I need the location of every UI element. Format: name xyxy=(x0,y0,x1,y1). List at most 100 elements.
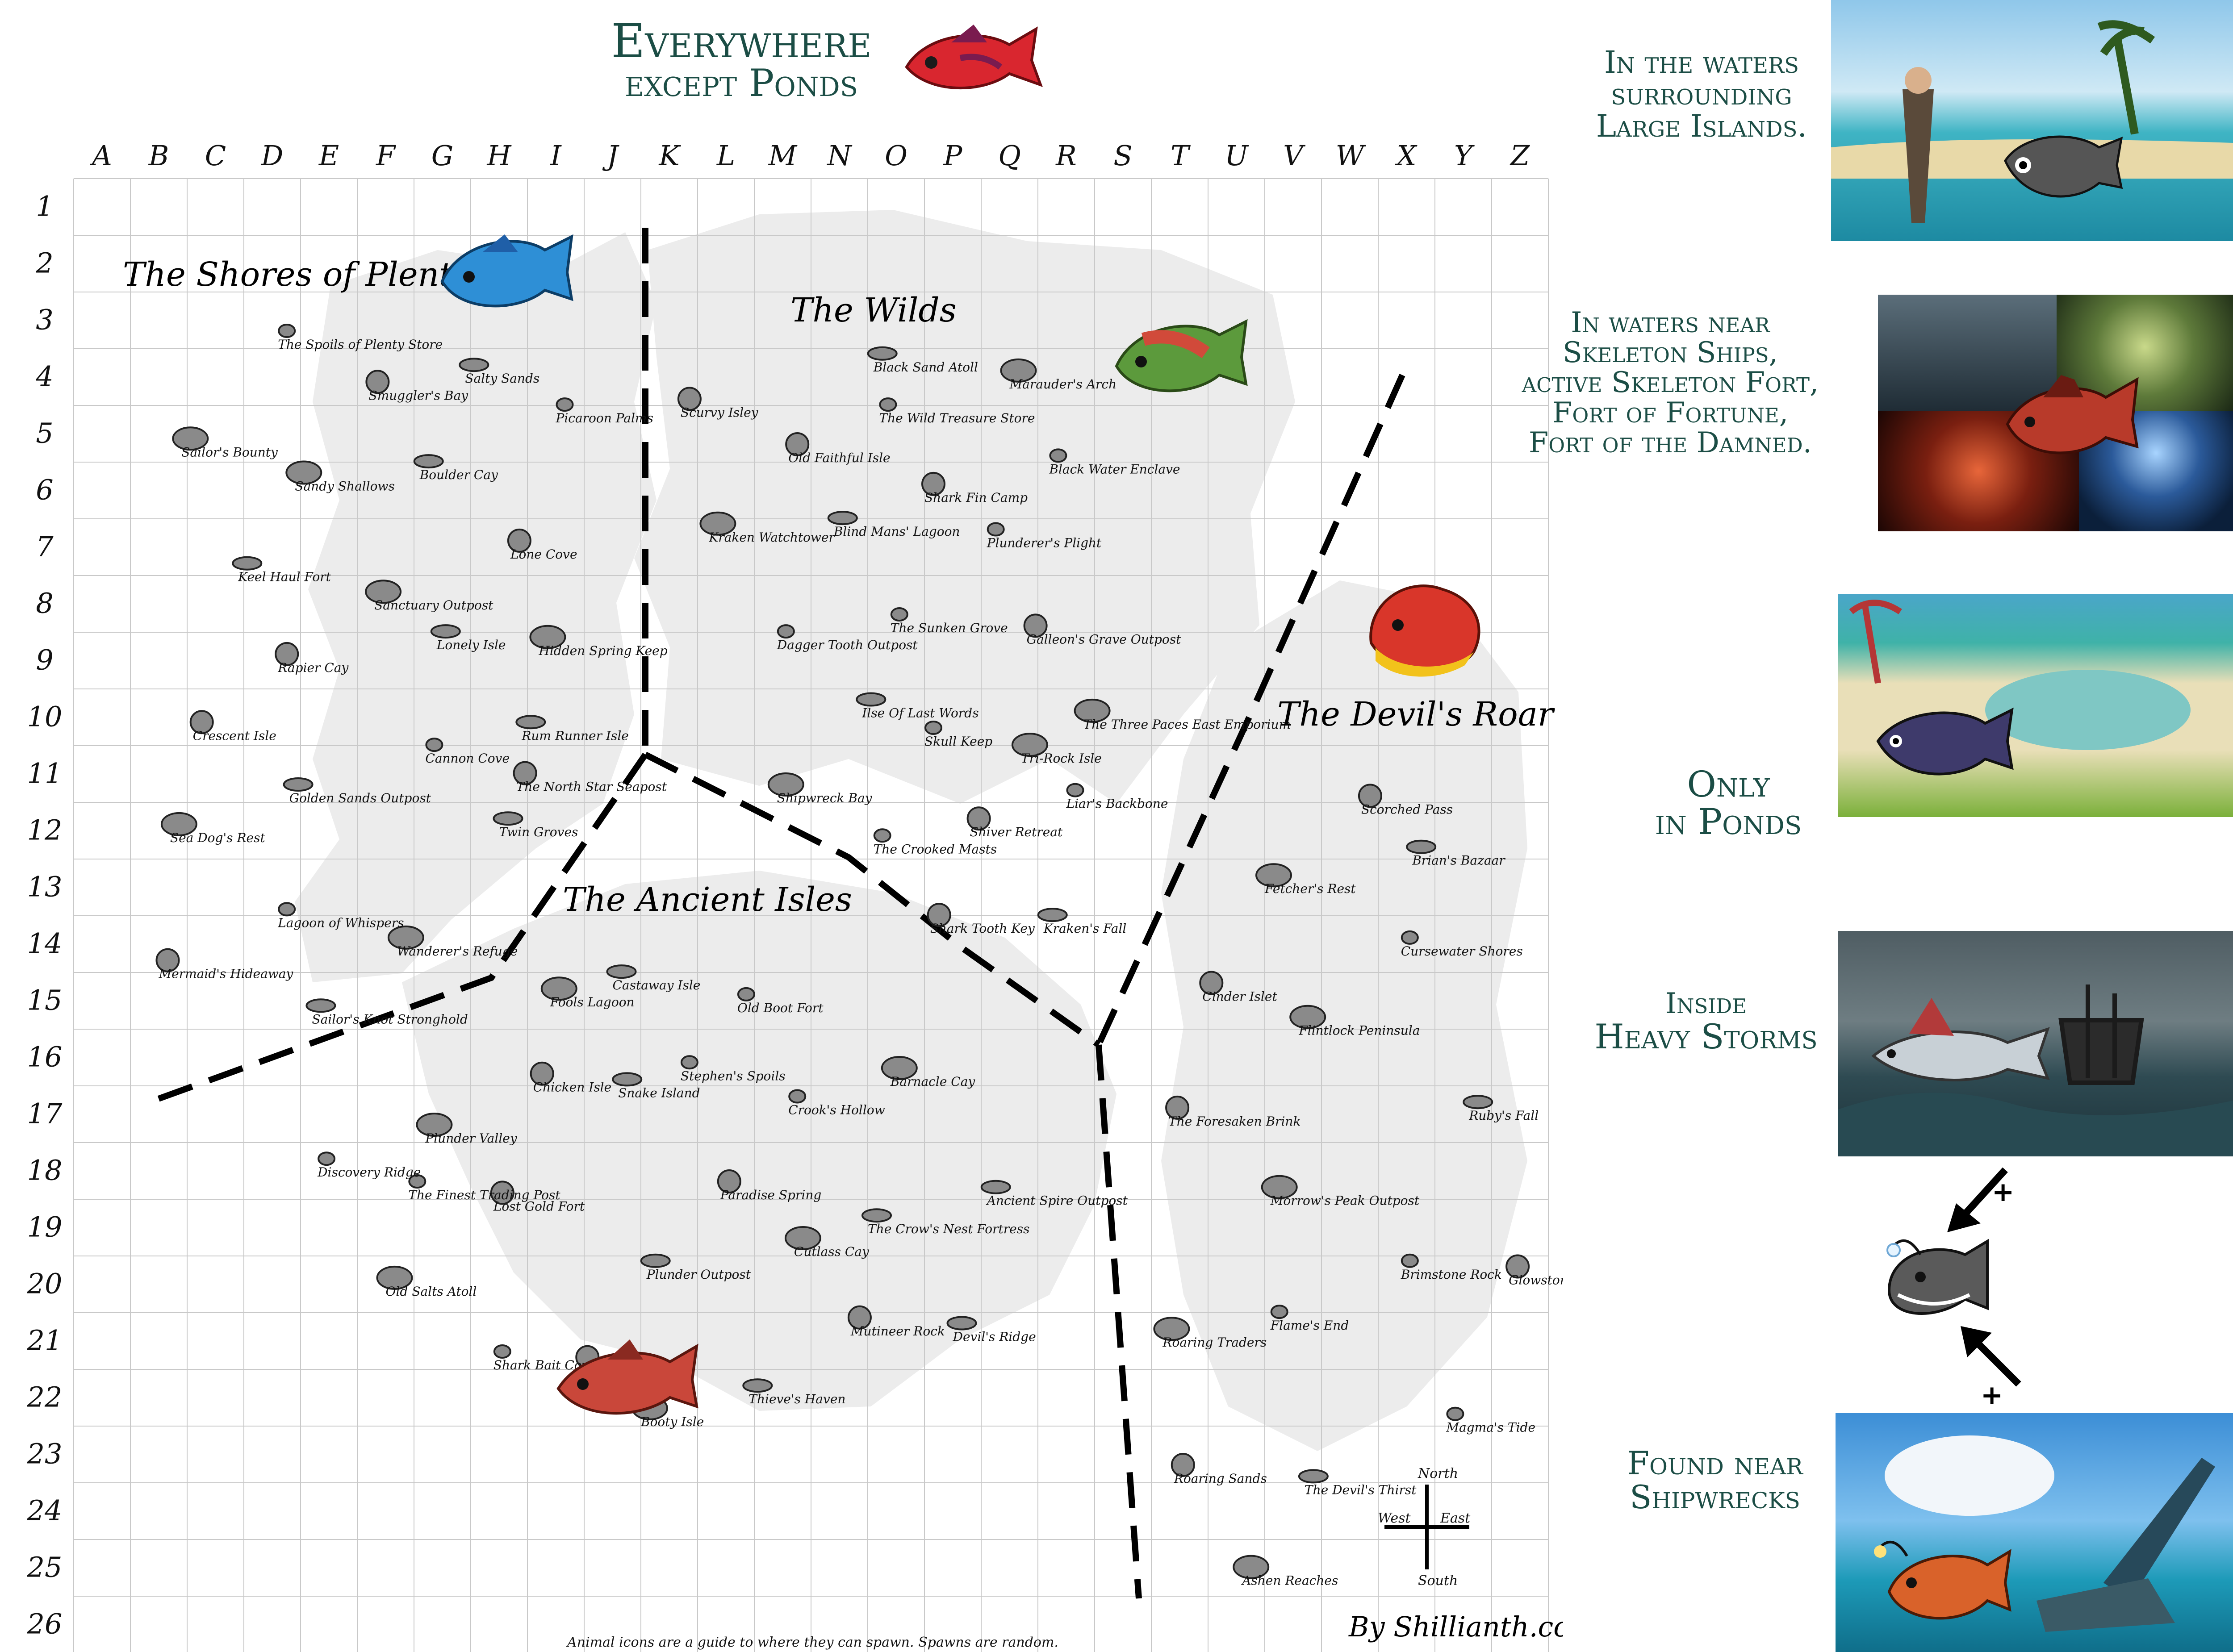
island-marker[interactable] xyxy=(1401,930,1419,945)
island-marker[interactable] xyxy=(717,1169,741,1193)
location-label[interactable]: Crescent Isle xyxy=(193,728,276,743)
location-label[interactable]: Sanctuary Outpost xyxy=(374,598,493,613)
location-label[interactable]: The Three Paces East Emporium xyxy=(1083,717,1291,732)
location-label[interactable]: Old Boot Fort xyxy=(737,1001,824,1015)
island-marker[interactable] xyxy=(1171,1453,1195,1477)
island-marker[interactable] xyxy=(172,426,209,451)
location-label[interactable]: Keel Haul Fort xyxy=(238,570,331,584)
location-label[interactable]: Picaroon Palms xyxy=(556,411,653,426)
location-label[interactable]: Hidden Spring Keep xyxy=(538,643,667,658)
location-label[interactable]: Discovery Ridge xyxy=(317,1165,421,1180)
island-marker[interactable] xyxy=(1358,784,1382,808)
location-label[interactable]: Skull Keep xyxy=(924,734,992,749)
island-marker[interactable] xyxy=(873,828,891,843)
location-label[interactable]: Twin Groves xyxy=(499,825,578,839)
location-label[interactable]: Golden Sands Outpost xyxy=(289,791,431,805)
location-label[interactable]: Stephen's Spoils xyxy=(681,1068,786,1083)
island-marker[interactable] xyxy=(1505,1254,1530,1279)
island-marker[interactable] xyxy=(946,1316,977,1331)
island-marker[interactable] xyxy=(881,1056,918,1080)
island-marker[interactable] xyxy=(318,1151,336,1166)
location-label[interactable]: Shark Tooth Key xyxy=(930,921,1035,936)
island-marker[interactable] xyxy=(847,1305,872,1330)
location-label[interactable]: Glowstone Cay xyxy=(1509,1273,1563,1288)
island-marker[interactable] xyxy=(408,1174,427,1189)
location-label[interactable]: Fetcher's Rest xyxy=(1264,881,1356,896)
island-marker[interactable] xyxy=(640,1253,671,1268)
location-label[interactable]: Sandy Shallows xyxy=(295,479,395,494)
island-marker[interactable] xyxy=(513,761,537,785)
island-marker[interactable] xyxy=(987,522,1005,537)
location-label[interactable]: The Sunken Grove xyxy=(891,621,1008,635)
island-marker[interactable] xyxy=(387,925,424,950)
location-label[interactable]: Brian's Bazaar xyxy=(1412,853,1505,868)
island-marker[interactable] xyxy=(413,454,444,469)
island-marker[interactable] xyxy=(879,397,897,412)
island-marker[interactable] xyxy=(507,528,531,553)
island-marker[interactable] xyxy=(1255,863,1292,888)
island-marker[interactable] xyxy=(924,721,942,735)
island-marker[interactable] xyxy=(416,1113,453,1137)
island-marker[interactable] xyxy=(515,715,546,730)
location-label[interactable]: Lone Cove xyxy=(510,547,577,562)
location-label[interactable]: Rum Runner Isle xyxy=(521,728,629,743)
island-marker[interactable] xyxy=(459,358,489,372)
island-marker[interactable] xyxy=(1023,613,1048,638)
location-label[interactable]: Scorched Pass xyxy=(1361,802,1453,817)
location-label[interactable]: Lagoon of Whispers xyxy=(277,915,404,930)
location-label[interactable]: Fools Lagoon xyxy=(550,995,635,1010)
location-label[interactable]: The Devil's Thirst xyxy=(1305,1482,1417,1497)
location-label[interactable]: Magma's Tide xyxy=(1446,1420,1535,1435)
location-label[interactable]: The Spoils of Plenty Store xyxy=(278,337,443,352)
location-label[interactable]: The Crow's Nest Fortress xyxy=(868,1222,1029,1236)
island-marker[interactable] xyxy=(189,710,214,734)
island-marker[interactable] xyxy=(278,902,296,917)
island-marker[interactable] xyxy=(677,387,702,411)
location-label[interactable]: Kraken Watchtower xyxy=(708,530,835,545)
island-marker[interactable] xyxy=(1401,1253,1419,1268)
island-marker[interactable] xyxy=(1406,839,1437,854)
location-label[interactable]: Rapier Cay xyxy=(277,660,349,675)
location-label[interactable]: Paradise Spring xyxy=(720,1188,821,1202)
location-label[interactable]: Sailor's Bounty xyxy=(181,445,278,459)
location-label[interactable]: Roaring Traders xyxy=(1162,1335,1267,1350)
island-marker[interactable] xyxy=(784,1226,821,1250)
island-marker[interactable] xyxy=(1270,1305,1288,1319)
island-marker[interactable] xyxy=(376,1265,413,1290)
location-label[interactable]: Marauder's Arch xyxy=(1009,377,1117,392)
island-marker[interactable] xyxy=(278,324,296,338)
location-label[interactable]: Boulder Cay xyxy=(419,467,498,482)
location-label[interactable]: Ashen Reaches xyxy=(1241,1573,1338,1588)
location-label[interactable]: Devil's Ridge xyxy=(953,1330,1036,1344)
location-label[interactable]: Mutineer Rock xyxy=(850,1324,945,1339)
location-label[interactable]: The North Star Seapost xyxy=(516,780,667,794)
location-label[interactable]: Plunder Outpost xyxy=(646,1267,751,1282)
location-label[interactable]: Lonely Isle xyxy=(436,638,506,652)
island-marker[interactable] xyxy=(1463,1095,1493,1110)
island-marker[interactable] xyxy=(980,1180,1011,1194)
island-marker[interactable] xyxy=(275,642,299,666)
location-label[interactable]: Lost Gold Fort xyxy=(493,1199,585,1214)
island-marker[interactable] xyxy=(365,370,390,394)
location-label[interactable]: Salty Sands xyxy=(465,371,539,386)
island-marker[interactable] xyxy=(1011,733,1048,757)
island-marker[interactable] xyxy=(927,903,951,927)
location-label[interactable]: The Crooked Masts xyxy=(874,842,997,856)
island-marker[interactable] xyxy=(155,948,180,972)
location-label[interactable]: Black Sand Atoll xyxy=(873,360,978,375)
island-marker[interactable] xyxy=(1074,698,1111,723)
location-label[interactable]: Old Salts Atoll xyxy=(386,1284,477,1299)
location-label[interactable]: Flame's End xyxy=(1270,1318,1349,1333)
location-label[interactable]: Brimstone Rock xyxy=(1401,1267,1502,1282)
island-marker[interactable] xyxy=(1037,908,1068,922)
island-marker[interactable] xyxy=(680,1055,698,1070)
island-marker[interactable] xyxy=(606,964,637,979)
island-marker[interactable] xyxy=(493,1344,511,1359)
island-marker[interactable] xyxy=(788,1089,807,1104)
island-marker[interactable] xyxy=(890,607,908,622)
location-label[interactable]: Old Faithful Isle xyxy=(788,451,890,465)
location-label[interactable]: Shipwreck Bay xyxy=(777,791,873,805)
island-marker[interactable] xyxy=(1066,783,1084,797)
island-marker[interactable] xyxy=(365,580,402,604)
